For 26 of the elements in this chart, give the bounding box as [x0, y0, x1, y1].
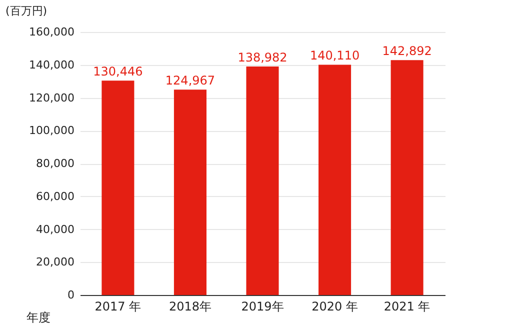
- y-tick-label: 20,000: [36, 256, 74, 269]
- y-tick-label: 160,000: [29, 26, 74, 38]
- y-tick-label: 80,000: [36, 157, 74, 170]
- data-label: 140,110: [310, 48, 360, 63]
- bar: [390, 60, 424, 295]
- data-label: 124,967: [165, 74, 216, 88]
- x-tick-label: 2017 年: [94, 300, 142, 314]
- y-axis-title: (百万円): [6, 4, 48, 18]
- bar: [174, 90, 206, 295]
- x-tick-label: 2021 年: [384, 300, 430, 314]
- y-tick-label: 100,000: [29, 124, 74, 138]
- x-tick-label: 2018年: [168, 300, 212, 314]
- data-label: 142,892: [382, 44, 432, 58]
- y-tick-label: 40,000: [36, 222, 74, 236]
- x-axis-title: 年度: [26, 310, 50, 324]
- x-tick-label: 2020 年: [312, 300, 358, 314]
- y-tick-label: 140,000: [29, 58, 74, 72]
- y-tick-label: 60,000: [36, 190, 74, 203]
- bar: [318, 64, 352, 295]
- bar: [246, 66, 279, 295]
- y-tick-label: 0: [68, 288, 74, 302]
- data-label: 138,982: [238, 50, 288, 65]
- bar: [102, 80, 134, 295]
- x-tick-label: 2019年: [241, 300, 284, 314]
- data-label: 130,446: [93, 64, 143, 79]
- y-tick-label: 120,000: [29, 91, 74, 104]
